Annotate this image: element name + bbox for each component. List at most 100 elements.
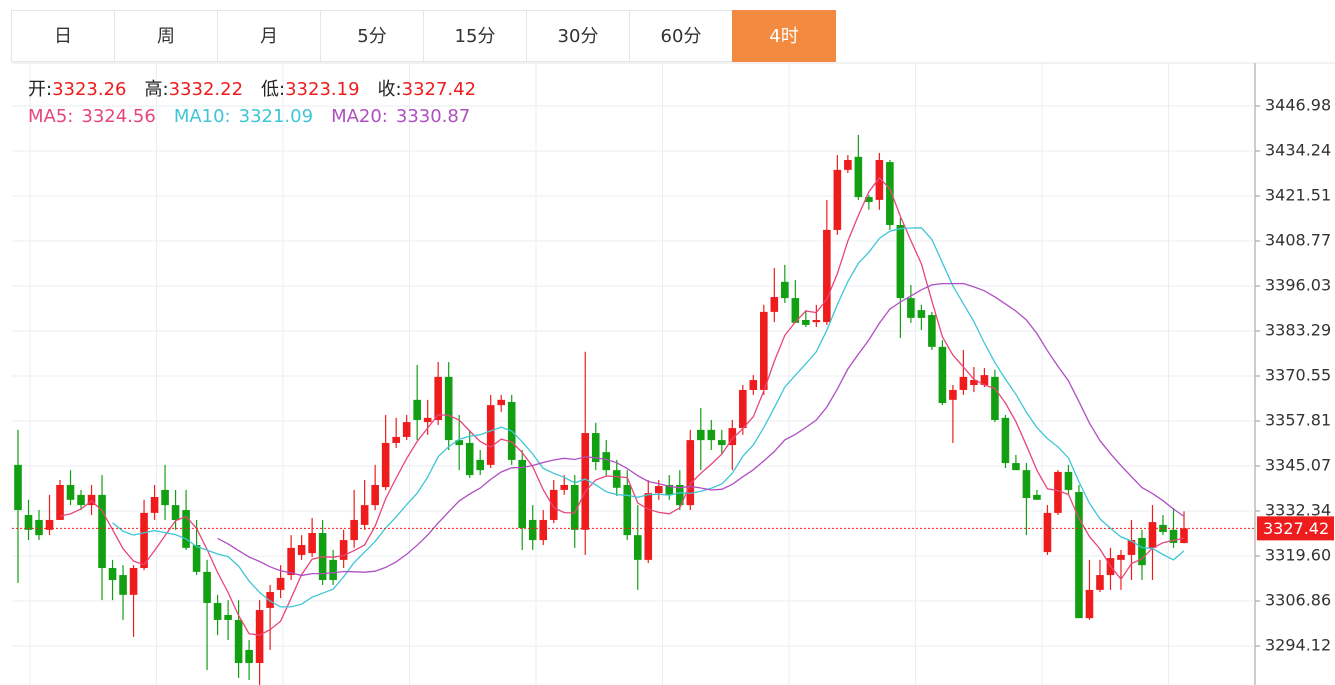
ohlc-label: 高:: [144, 79, 169, 100]
candle-body: [707, 429, 716, 441]
candle-body: [1127, 540, 1136, 555]
candle-body: [486, 405, 495, 465]
candle-body: [87, 494, 96, 506]
candle-body: [140, 512, 148, 568]
candle-body: [350, 519, 358, 541]
candle-body: [297, 545, 306, 555]
ohlc-value: 3327.42: [401, 79, 477, 100]
candle-body: [465, 442, 474, 476]
candle-body: [444, 376, 453, 441]
candle-body: [907, 298, 915, 318]
candle-body: [581, 433, 590, 530]
ma-value: 3321.09: [238, 106, 314, 127]
candle-body: [98, 494, 106, 568]
y-tick-label: 3294.12: [1265, 635, 1331, 654]
candle-body: [539, 519, 548, 541]
candle-body: [991, 376, 999, 420]
y-tick-label: 3357.81: [1265, 411, 1331, 430]
candle-body: [308, 533, 316, 554]
candle-body: [1085, 589, 1094, 619]
candle-body: [1033, 494, 1041, 500]
candle-body: [497, 399, 506, 406]
candle-body: [266, 592, 274, 608]
candle-body: [150, 496, 159, 513]
candle-body: [928, 315, 936, 347]
candle-body: [949, 389, 957, 400]
candle-body: [1096, 575, 1104, 590]
y-tick-label: 3434.24: [1265, 140, 1331, 159]
candle-body: [234, 619, 243, 664]
tab[interactable]: 4时: [732, 10, 836, 62]
candle-body: [339, 540, 348, 560]
candle-body: [161, 489, 169, 506]
ohlc-value: 3332.22: [168, 79, 244, 100]
candle-body: [203, 571, 211, 603]
candle-body: [854, 156, 863, 198]
candle-body: [1054, 471, 1062, 513]
candle-body: [749, 380, 758, 390]
candle-body: [413, 399, 421, 420]
candle-body: [1075, 492, 1083, 619]
ohlc-label: 开:: [28, 79, 53, 100]
candle-body: [781, 281, 789, 299]
tab[interactable]: 5分: [320, 10, 424, 62]
candle-body: [823, 229, 831, 323]
ohlc-value: 3323.19: [285, 79, 360, 100]
ma-line: [217, 282, 1185, 577]
tab[interactable]: 月: [217, 10, 321, 62]
y-tick-label: 3345.07: [1265, 456, 1331, 475]
ma-value: 3330.87: [395, 106, 471, 127]
candle-body: [1180, 528, 1188, 544]
candle-body: [518, 459, 527, 529]
candle-body: [718, 440, 726, 446]
candle-body: [739, 389, 747, 429]
candle-body: [644, 493, 653, 560]
y-tick-label: 3421.51: [1265, 185, 1331, 204]
y-tick-label: 3396.03: [1265, 275, 1331, 294]
candle-body: [875, 159, 884, 200]
candle-body: [108, 567, 117, 581]
legend: 开:3323.26 高:3332.22 低:3323.19 收:3327.42 MA5:…: [28, 76, 494, 130]
candle-body: [633, 535, 642, 560]
tab[interactable]: 60分: [629, 10, 733, 62]
candle-body: [886, 162, 894, 225]
candle-body: [371, 484, 379, 506]
ma-line: [112, 227, 1185, 608]
y-tick-label: 3383.29: [1265, 320, 1331, 339]
candle-body: [802, 320, 810, 325]
tab[interactable]: 日: [11, 10, 115, 62]
y-tick-label: 3370.55: [1265, 365, 1331, 384]
candle-body: [329, 559, 337, 581]
candle-body: [171, 505, 180, 520]
candle-body: [1148, 522, 1157, 548]
candle-body: [1169, 529, 1178, 543]
tab[interactable]: 30分: [526, 10, 630, 62]
candle-body: [686, 440, 695, 506]
candle-body: [865, 197, 873, 203]
candle-body: [591, 433, 600, 463]
candle-body: [560, 484, 569, 490]
candle-body: [959, 376, 968, 390]
candle-body: [970, 380, 978, 386]
ma-line: [59, 176, 1185, 636]
candle-body: [14, 464, 22, 511]
candle-body: [1012, 463, 1020, 471]
candle-body: [791, 298, 800, 323]
candle-body: [1043, 512, 1052, 553]
last-price-box: [1257, 516, 1334, 541]
candle-body: [728, 428, 737, 446]
candle-body: [612, 470, 621, 488]
candle-body: [602, 452, 611, 471]
candle-body: [696, 429, 705, 441]
candle-body: [1138, 537, 1146, 566]
candle-body: [245, 649, 253, 664]
last-price-label: 3327.42: [1263, 519, 1329, 538]
candle-body: [675, 484, 684, 506]
candle-body: [24, 515, 33, 530]
candle-body: [1117, 554, 1125, 560]
candle-body: [980, 375, 989, 386]
y-tick-label: 3408.77: [1265, 230, 1331, 249]
candle-body: [812, 320, 821, 323]
tab[interactable]: 周: [114, 10, 218, 62]
tab[interactable]: 15分: [423, 10, 527, 62]
